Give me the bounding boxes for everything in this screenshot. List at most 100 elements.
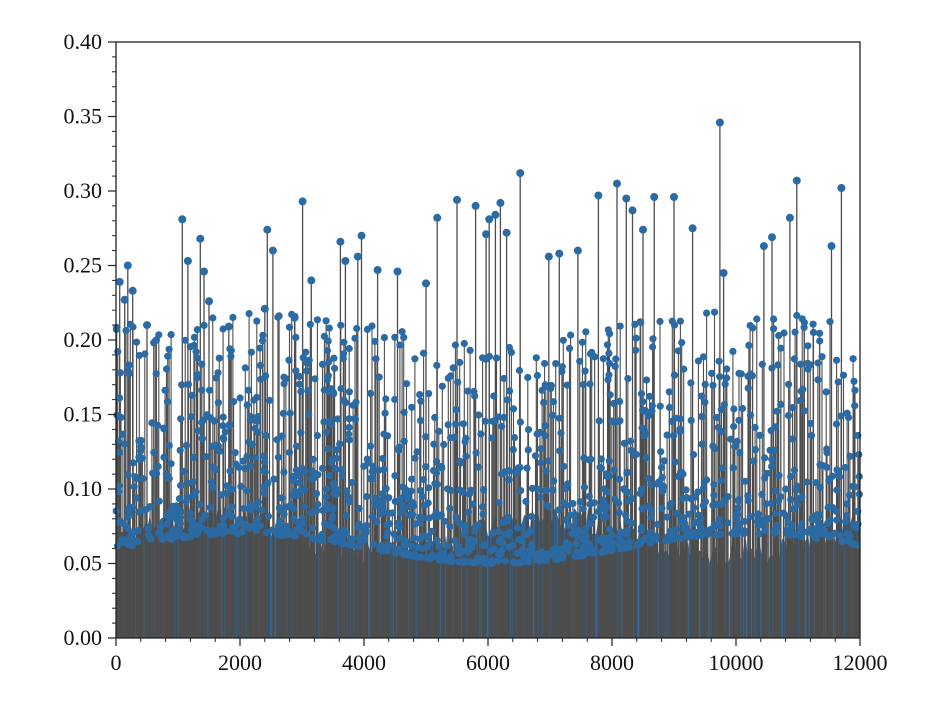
stem-marker (292, 367, 300, 375)
stem-marker (717, 406, 726, 414)
stem-marker (811, 534, 819, 542)
stem-marker (581, 367, 589, 375)
stem-marker (192, 348, 200, 356)
stem-marker (323, 376, 331, 384)
stem-marker (699, 484, 708, 492)
stem-marker (649, 343, 657, 351)
stem-marker (371, 337, 379, 345)
stem-marker (408, 502, 416, 510)
stem-marker (311, 375, 319, 383)
stem-marker (256, 361, 265, 369)
stem-marker (445, 557, 454, 565)
stem-marker (526, 527, 535, 535)
stem-marker (115, 519, 123, 527)
stem-marker (238, 528, 246, 536)
stem-marker (226, 420, 234, 428)
stem-marker (320, 418, 328, 426)
stem-marker (228, 485, 236, 493)
stem-marker (297, 486, 305, 494)
stem-marker (761, 454, 769, 462)
stem-marker (292, 333, 300, 341)
y-tick-label: 0.40 (64, 29, 103, 54)
stem-marker (194, 527, 202, 535)
stem-marker (637, 527, 645, 535)
stem-marker (241, 364, 249, 372)
stem-marker (833, 516, 841, 524)
stem-marker (816, 484, 824, 492)
stem-marker (446, 522, 454, 531)
stem-marker (668, 317, 676, 325)
stem-marker (578, 338, 587, 346)
stem-marker (785, 380, 793, 388)
stem-marker (196, 500, 204, 509)
stem-marker (788, 523, 796, 531)
stem-marker (770, 325, 778, 333)
stem-marker (632, 334, 640, 342)
stem-marker (532, 354, 540, 362)
stem-marker (259, 483, 267, 491)
stem-marker (184, 380, 192, 388)
stem-marker (798, 315, 806, 323)
stem-marker (394, 548, 402, 556)
stem-marker (814, 376, 822, 384)
stem-marker (144, 525, 152, 533)
stem-marker (537, 445, 545, 453)
stem-peak-marker (196, 234, 205, 243)
stem-marker (306, 320, 314, 328)
stem-marker (276, 531, 284, 539)
stem-marker (459, 420, 468, 428)
stem-marker (157, 522, 165, 530)
stem-marker (133, 494, 141, 502)
stem-marker (647, 514, 655, 522)
stem-marker (632, 346, 640, 354)
stem-marker (141, 350, 149, 358)
stem-marker (327, 458, 335, 466)
stem-marker (555, 546, 563, 554)
stem-peak-marker (422, 279, 430, 288)
stem-marker (333, 486, 341, 494)
stem-peak-marker (393, 267, 402, 276)
stem-marker (475, 411, 483, 419)
stem-peak-marker (353, 252, 362, 261)
stem-marker (116, 448, 124, 456)
stem-marker (260, 489, 269, 497)
stem-marker (710, 308, 719, 316)
stem-peak-marker (785, 213, 794, 222)
stem-marker (728, 529, 736, 538)
stem-marker (130, 483, 138, 491)
stem-marker (562, 485, 570, 493)
stem-marker (841, 464, 849, 472)
stem-marker (276, 517, 284, 525)
stem-marker (789, 435, 797, 443)
stem-marker (816, 461, 824, 469)
stem-marker (777, 400, 785, 408)
stem-marker (565, 521, 573, 529)
stem-marker (324, 445, 332, 453)
stem-marker (449, 364, 457, 372)
stem-marker (772, 423, 780, 431)
stem-marker (604, 376, 612, 384)
stem-marker (313, 507, 321, 515)
stem-peak-marker (178, 215, 187, 224)
stem-peak-marker (827, 242, 836, 251)
stem-marker (451, 433, 459, 441)
stem-marker (772, 509, 780, 517)
stem-marker (685, 510, 693, 518)
stem-marker (282, 503, 290, 511)
stem-marker (348, 479, 356, 487)
stem-marker (472, 449, 480, 457)
stem-marker (398, 328, 406, 336)
stem-marker (345, 388, 353, 396)
stem-marker (194, 371, 202, 379)
stem-marker (836, 473, 844, 481)
stem-marker (599, 355, 608, 363)
stem-marker (611, 495, 619, 503)
stem-marker (782, 485, 790, 493)
stem-marker (190, 453, 198, 461)
stem-marker (156, 529, 164, 537)
stem-peak-marker (759, 242, 768, 251)
stem-marker (506, 387, 514, 395)
stem-marker (274, 313, 282, 321)
stem-marker (410, 534, 418, 542)
stem-marker (517, 487, 525, 495)
